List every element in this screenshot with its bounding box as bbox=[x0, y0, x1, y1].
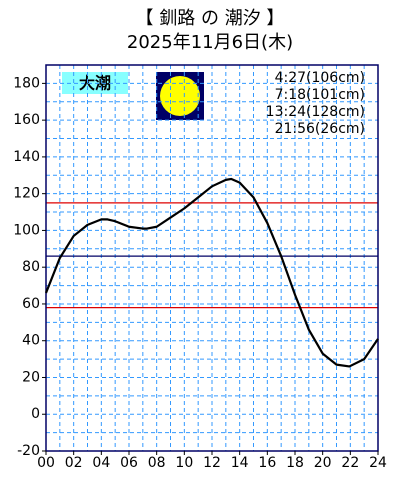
tide-time: 4:27(106cm) bbox=[275, 70, 365, 86]
tide-time: 7:18(101cm) bbox=[275, 87, 365, 103]
y-tick-label: 160 bbox=[13, 112, 40, 128]
x-tick-label: 20 bbox=[314, 455, 332, 471]
y-tick-label: 180 bbox=[13, 75, 40, 91]
tide-curve bbox=[44, 177, 379, 368]
x-tick-label: 14 bbox=[231, 455, 249, 471]
y-tick-label: 40 bbox=[22, 333, 40, 349]
y-tick-label: 0 bbox=[31, 406, 40, 422]
y-tick-label: 100 bbox=[13, 222, 40, 238]
x-tick-label: 22 bbox=[341, 455, 359, 471]
chart-title: 【 釧路 の 潮汐 】 bbox=[136, 8, 285, 29]
y-tick-label: 20 bbox=[22, 369, 40, 385]
x-tick-label: 16 bbox=[258, 455, 276, 471]
x-tick-label: 00 bbox=[37, 455, 55, 471]
y-tick-label: 80 bbox=[22, 259, 40, 275]
x-tick-label: 24 bbox=[369, 455, 387, 471]
y-tick-label: 120 bbox=[13, 186, 40, 202]
tide-time: 21:56(26cm) bbox=[275, 121, 365, 137]
x-tick-label: 06 bbox=[120, 455, 138, 471]
x-tick-label: 10 bbox=[175, 455, 193, 471]
y-tick-label: -20 bbox=[17, 443, 40, 459]
chart-subtitle: 2025年11月6日(木) bbox=[127, 32, 293, 53]
x-tick-label: 18 bbox=[286, 455, 304, 471]
x-tick-label: 04 bbox=[92, 455, 110, 471]
x-tick-label: 12 bbox=[203, 455, 221, 471]
y-tick-label: 140 bbox=[13, 149, 40, 165]
x-tick-label: 08 bbox=[148, 455, 166, 471]
tide-time: 13:24(128cm) bbox=[266, 104, 365, 120]
y-tick-label: 60 bbox=[22, 296, 40, 312]
moon bbox=[160, 76, 200, 116]
x-tick-label: 02 bbox=[65, 455, 83, 471]
